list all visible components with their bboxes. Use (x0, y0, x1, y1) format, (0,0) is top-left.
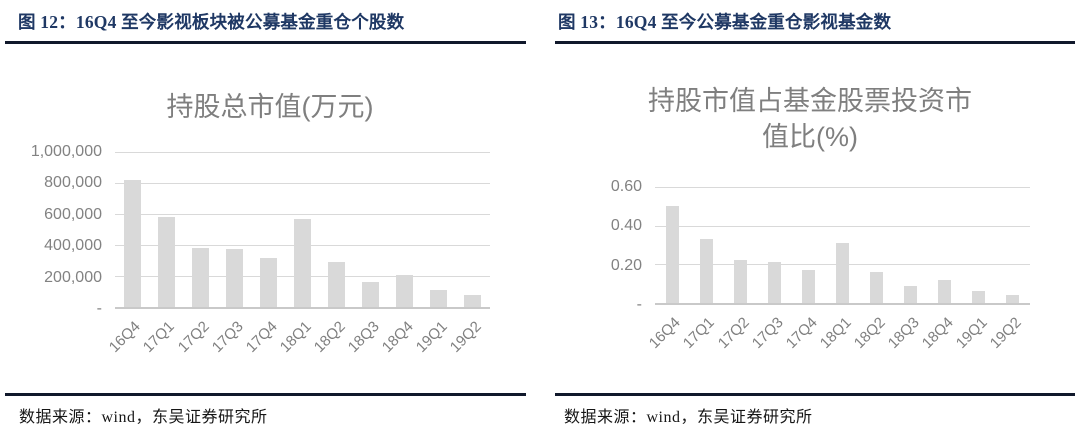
bar-17Q3 (767, 262, 781, 303)
y-axis: 0.60 0.40 0.20 - (540, 178, 655, 313)
bar-17Q1 (699, 239, 713, 303)
bar-column (791, 187, 825, 303)
bar-18Q3 (362, 282, 380, 307)
figure-13-panel: 图 13：16Q4 至今公募基金重仓影视基金数 持股市值占基金股票投资市 值比(… (540, 0, 1080, 440)
x-labels: 16Q4 17Q1 17Q2 17Q3 17Q4 18Q1 18Q2 18Q3 18Q4 19Q1… (646, 305, 1030, 377)
bar-17Q2 (191, 248, 209, 307)
bar-column (962, 187, 996, 303)
x-label-column: 19Q2 (447, 309, 490, 381)
gridline (115, 183, 490, 184)
chart-title: 持股市值占基金股票投资市 值比(%) (648, 86, 972, 152)
bar-column (115, 152, 149, 307)
bar-16Q4 (665, 206, 679, 303)
bar-column (217, 152, 251, 307)
plot-area (655, 187, 1030, 305)
bar-column (655, 187, 689, 303)
y-tick-label: 0.20 (610, 256, 642, 274)
y-tick-label: 200,000 (44, 268, 102, 286)
bar-column (894, 187, 928, 303)
data-source-note: 数据来源：wind，东吴证券研究所 (19, 409, 268, 426)
bar-19Q1 (430, 289, 448, 307)
bar-18Q2 (328, 262, 346, 307)
y-tick-label: 0.40 (610, 217, 642, 235)
bar-17Q1 (157, 217, 175, 307)
bars-row (655, 187, 1030, 303)
source-divider (5, 393, 526, 396)
bar-column (149, 152, 183, 307)
bar-column (320, 152, 354, 307)
gridline (115, 276, 490, 277)
bar-column (825, 187, 859, 303)
y-tick-label: - (636, 296, 642, 313)
bars-row (115, 152, 490, 307)
y-tick-label: 800,000 (44, 174, 102, 192)
bar-17Q3 (225, 248, 243, 307)
x-label-column: 19Q2 (987, 305, 1030, 377)
figure-13-caption: 图 13：16Q4 至今公募基金重仓影视基金数 (558, 12, 892, 32)
caption-divider (555, 41, 1075, 44)
plot-area (115, 152, 490, 309)
bar-17Q4 (259, 258, 277, 307)
x-labels: 16Q4 17Q1 17Q2 17Q3 17Q4 18Q1 18Q2 18Q3 18Q4 19Q1… (106, 309, 490, 381)
bar-16Q4 (123, 179, 141, 307)
bar-18Q2 (870, 272, 884, 303)
gridline (655, 264, 1030, 266)
bar-18Q3 (904, 285, 918, 303)
bar-column (388, 152, 422, 307)
bar-column (996, 187, 1030, 303)
bar-column (860, 187, 894, 303)
data-source-note: 数据来源：wind，东吴证券研究所 (564, 409, 813, 426)
y-tick-label: - (96, 300, 102, 317)
bar-18Q4 (396, 275, 414, 307)
figure-12-panel: 图 12：16Q4 至今影视板块被公募基金重仓个股数 持股总市值(万元) 1,0… (0, 12, 540, 426)
caption-divider (5, 41, 526, 44)
plot: 1,000,000 800,000 600,000 400,000 200,000 - 1… (0, 143, 540, 356)
bar-column (251, 152, 285, 307)
y-tick-label: 1,000,000 (30, 143, 102, 160)
gridline (115, 152, 490, 153)
y-tick-label: 600,000 (44, 205, 102, 223)
gridline (655, 225, 1030, 227)
source-divider (555, 393, 1075, 396)
bar-19Q2 (464, 295, 482, 307)
bar-19Q2 (1006, 295, 1020, 303)
y-axis: 1,000,000 800,000 600,000 400,000 200,000 - (0, 143, 115, 317)
bar-17Q4 (801, 270, 815, 303)
bar-column (689, 187, 723, 303)
bar-18Q1 (294, 218, 312, 307)
bar-18Q1 (836, 243, 850, 303)
bar-column (183, 152, 217, 307)
plot: 0.60 0.40 0.20- 16Q4 17Q1 17Q2 17Q3 17Q4 18Q1 18… (540, 178, 1080, 352)
bar-column (456, 152, 490, 307)
chart-title: 持股总市值(万元) (166, 92, 374, 122)
bar-column (354, 152, 388, 307)
y-tick-label: 0.60 (610, 178, 642, 195)
x-tick-label: 16Q4 (646, 314, 685, 352)
figure-12-caption: 图 12：16Q4 至今影视板块被公募基金重仓个股数 (18, 12, 405, 32)
gridline (655, 187, 1030, 188)
bar-19Q1 (972, 291, 986, 303)
bar-column (723, 187, 757, 303)
bar-column (928, 187, 962, 303)
y-tick-label: 400,000 (44, 237, 102, 255)
bar-17Q2 (733, 260, 747, 303)
bar-column (285, 152, 319, 307)
x-tick-label: 16Q4 (106, 318, 145, 356)
gridline (115, 214, 490, 215)
bar-column (757, 187, 791, 303)
gridline (115, 245, 490, 246)
bar-18Q4 (938, 279, 952, 303)
bar-column (422, 152, 456, 307)
